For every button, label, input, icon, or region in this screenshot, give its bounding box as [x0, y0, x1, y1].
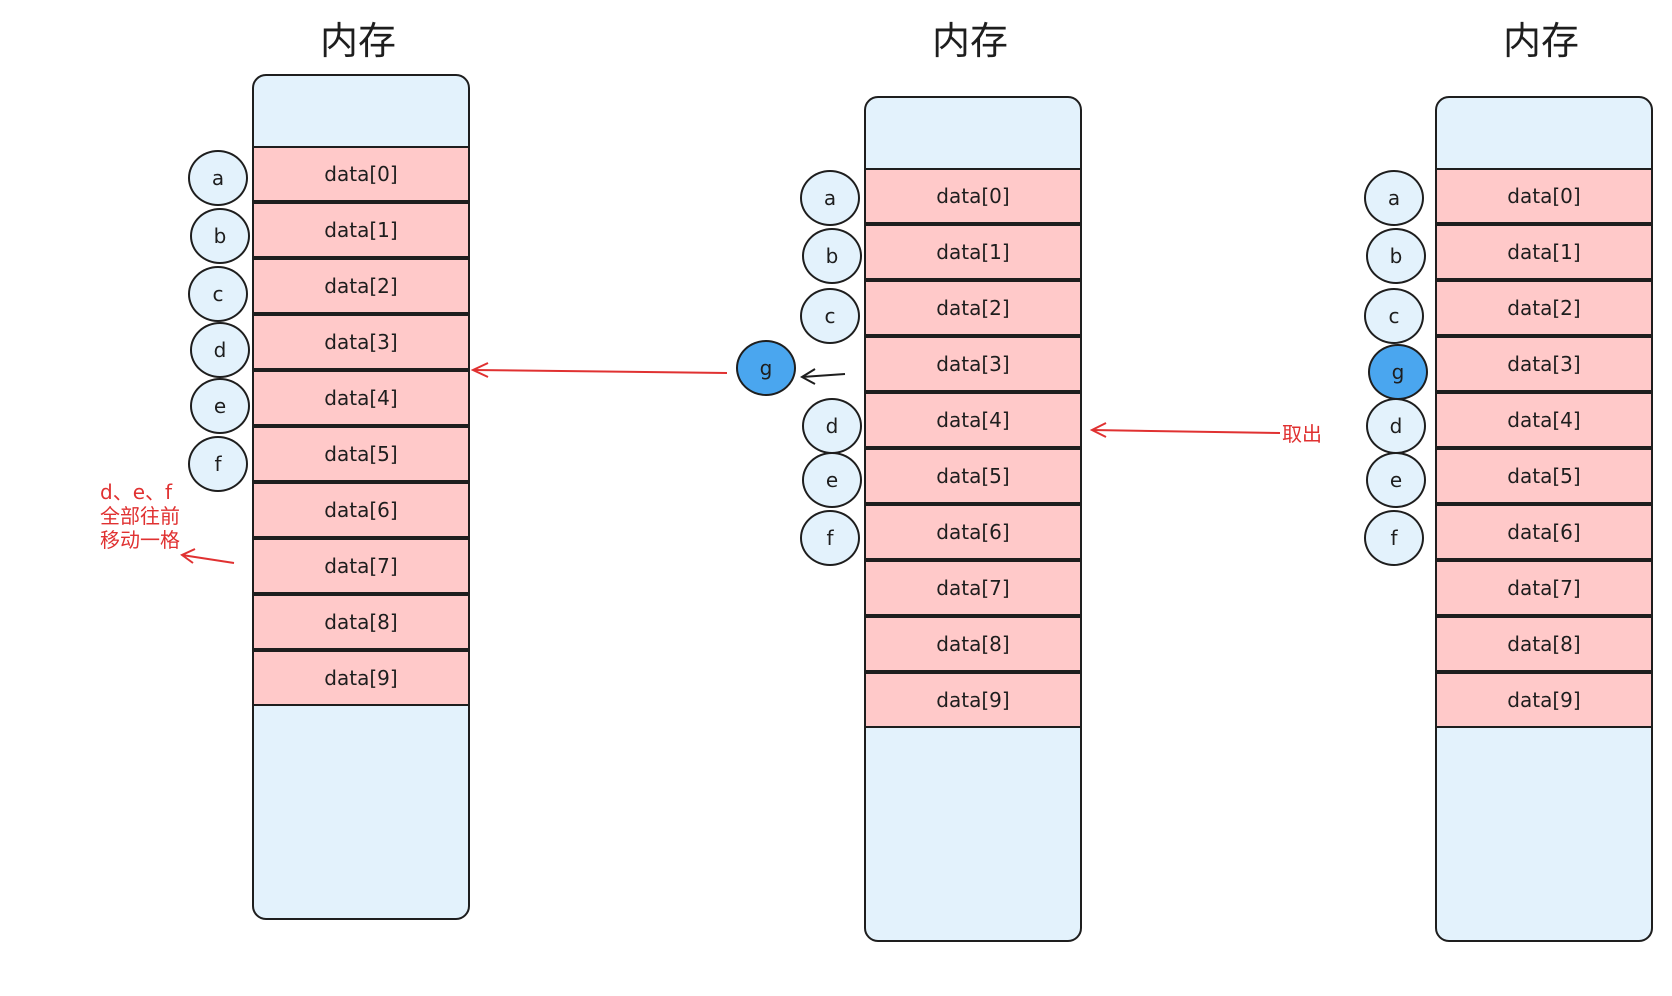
memory-cell: data[2] [1435, 280, 1653, 336]
memory-cell: data[6] [1435, 504, 1653, 560]
memory-cell: data[8] [252, 594, 470, 650]
memory-cell: data[8] [1435, 616, 1653, 672]
node-c: c [188, 266, 248, 322]
memory-cell: data[5] [864, 448, 1082, 504]
node-d: d [802, 398, 862, 454]
memory-cell: data[2] [252, 258, 470, 314]
node-e: e [1366, 452, 1426, 508]
memory-cell: data[3] [864, 336, 1082, 392]
node-b: b [1366, 228, 1426, 284]
memory-cell: data[9] [252, 650, 470, 706]
take-out-arrow [1089, 422, 1281, 438]
memory-panel-1: 内存 data[0] data[1] data[2] data[3] data[… [238, 0, 478, 996]
memory-cell: data[6] [864, 504, 1082, 560]
node-f: f [800, 510, 860, 566]
memory-cell: data[3] [252, 314, 470, 370]
memory-cell: data[6] [252, 482, 470, 538]
memory-cell: data[7] [864, 560, 1082, 616]
node-f: f [1364, 510, 1424, 566]
node-g: g [736, 340, 796, 396]
node-e: e [190, 378, 250, 434]
memory-cell: data[3] [1435, 336, 1653, 392]
node-c: c [1364, 288, 1424, 344]
shift-note-line: 全部往前 [100, 504, 180, 528]
memory-cell: data[0] [864, 168, 1082, 224]
shift-note-line: 移动一格 [100, 528, 180, 552]
memory-cell: data[7] [1435, 560, 1653, 616]
node-g: g [1368, 344, 1428, 400]
memory-panel-3: 内存 data[0] data[1] data[2] data[3] data[… [1421, 0, 1661, 996]
node-f: f [188, 436, 248, 492]
memory-cell: data[2] [864, 280, 1082, 336]
memory-cell: data[9] [1435, 672, 1653, 728]
node-b: b [190, 208, 250, 264]
insert-g-arrow [470, 362, 728, 378]
panel-title: 内存 [319, 19, 396, 63]
memory-cell: data[1] [864, 224, 1082, 280]
memory-cell: data[0] [252, 146, 470, 202]
memory-panel-2: 内存 data[0] data[1] data[2] data[3] data[… [850, 0, 1090, 996]
node-a: a [188, 150, 248, 206]
node-e: e [802, 452, 862, 508]
node-b: b [802, 228, 862, 284]
memory-cell: data[4] [1435, 392, 1653, 448]
memory-cell: data[7] [252, 538, 470, 594]
take-out-label: 取出 [1282, 422, 1322, 446]
node-a: a [800, 170, 860, 226]
memory-cell: data[5] [252, 426, 470, 482]
memory-cell: data[0] [1435, 168, 1653, 224]
shift-note: d、e、f 全部往前 移动一格 [100, 480, 180, 552]
memory-cell: data[9] [864, 672, 1082, 728]
memory-cell: data[4] [252, 370, 470, 426]
memory-cell: data[8] [864, 616, 1082, 672]
memory-cell: data[4] [864, 392, 1082, 448]
panel-title: 内存 [1502, 19, 1579, 63]
node-c: c [800, 288, 860, 344]
node-a: a [1364, 170, 1424, 226]
memory-cell: data[5] [1435, 448, 1653, 504]
shift-left-arrow [180, 548, 235, 564]
memory-cell: data[1] [1435, 224, 1653, 280]
shift-note-line: d、e、f [100, 480, 173, 504]
g-to-panel-arrow [799, 368, 846, 385]
node-d: d [190, 322, 250, 378]
memory-cell: data[1] [252, 202, 470, 258]
panel-title: 内存 [931, 19, 1008, 63]
